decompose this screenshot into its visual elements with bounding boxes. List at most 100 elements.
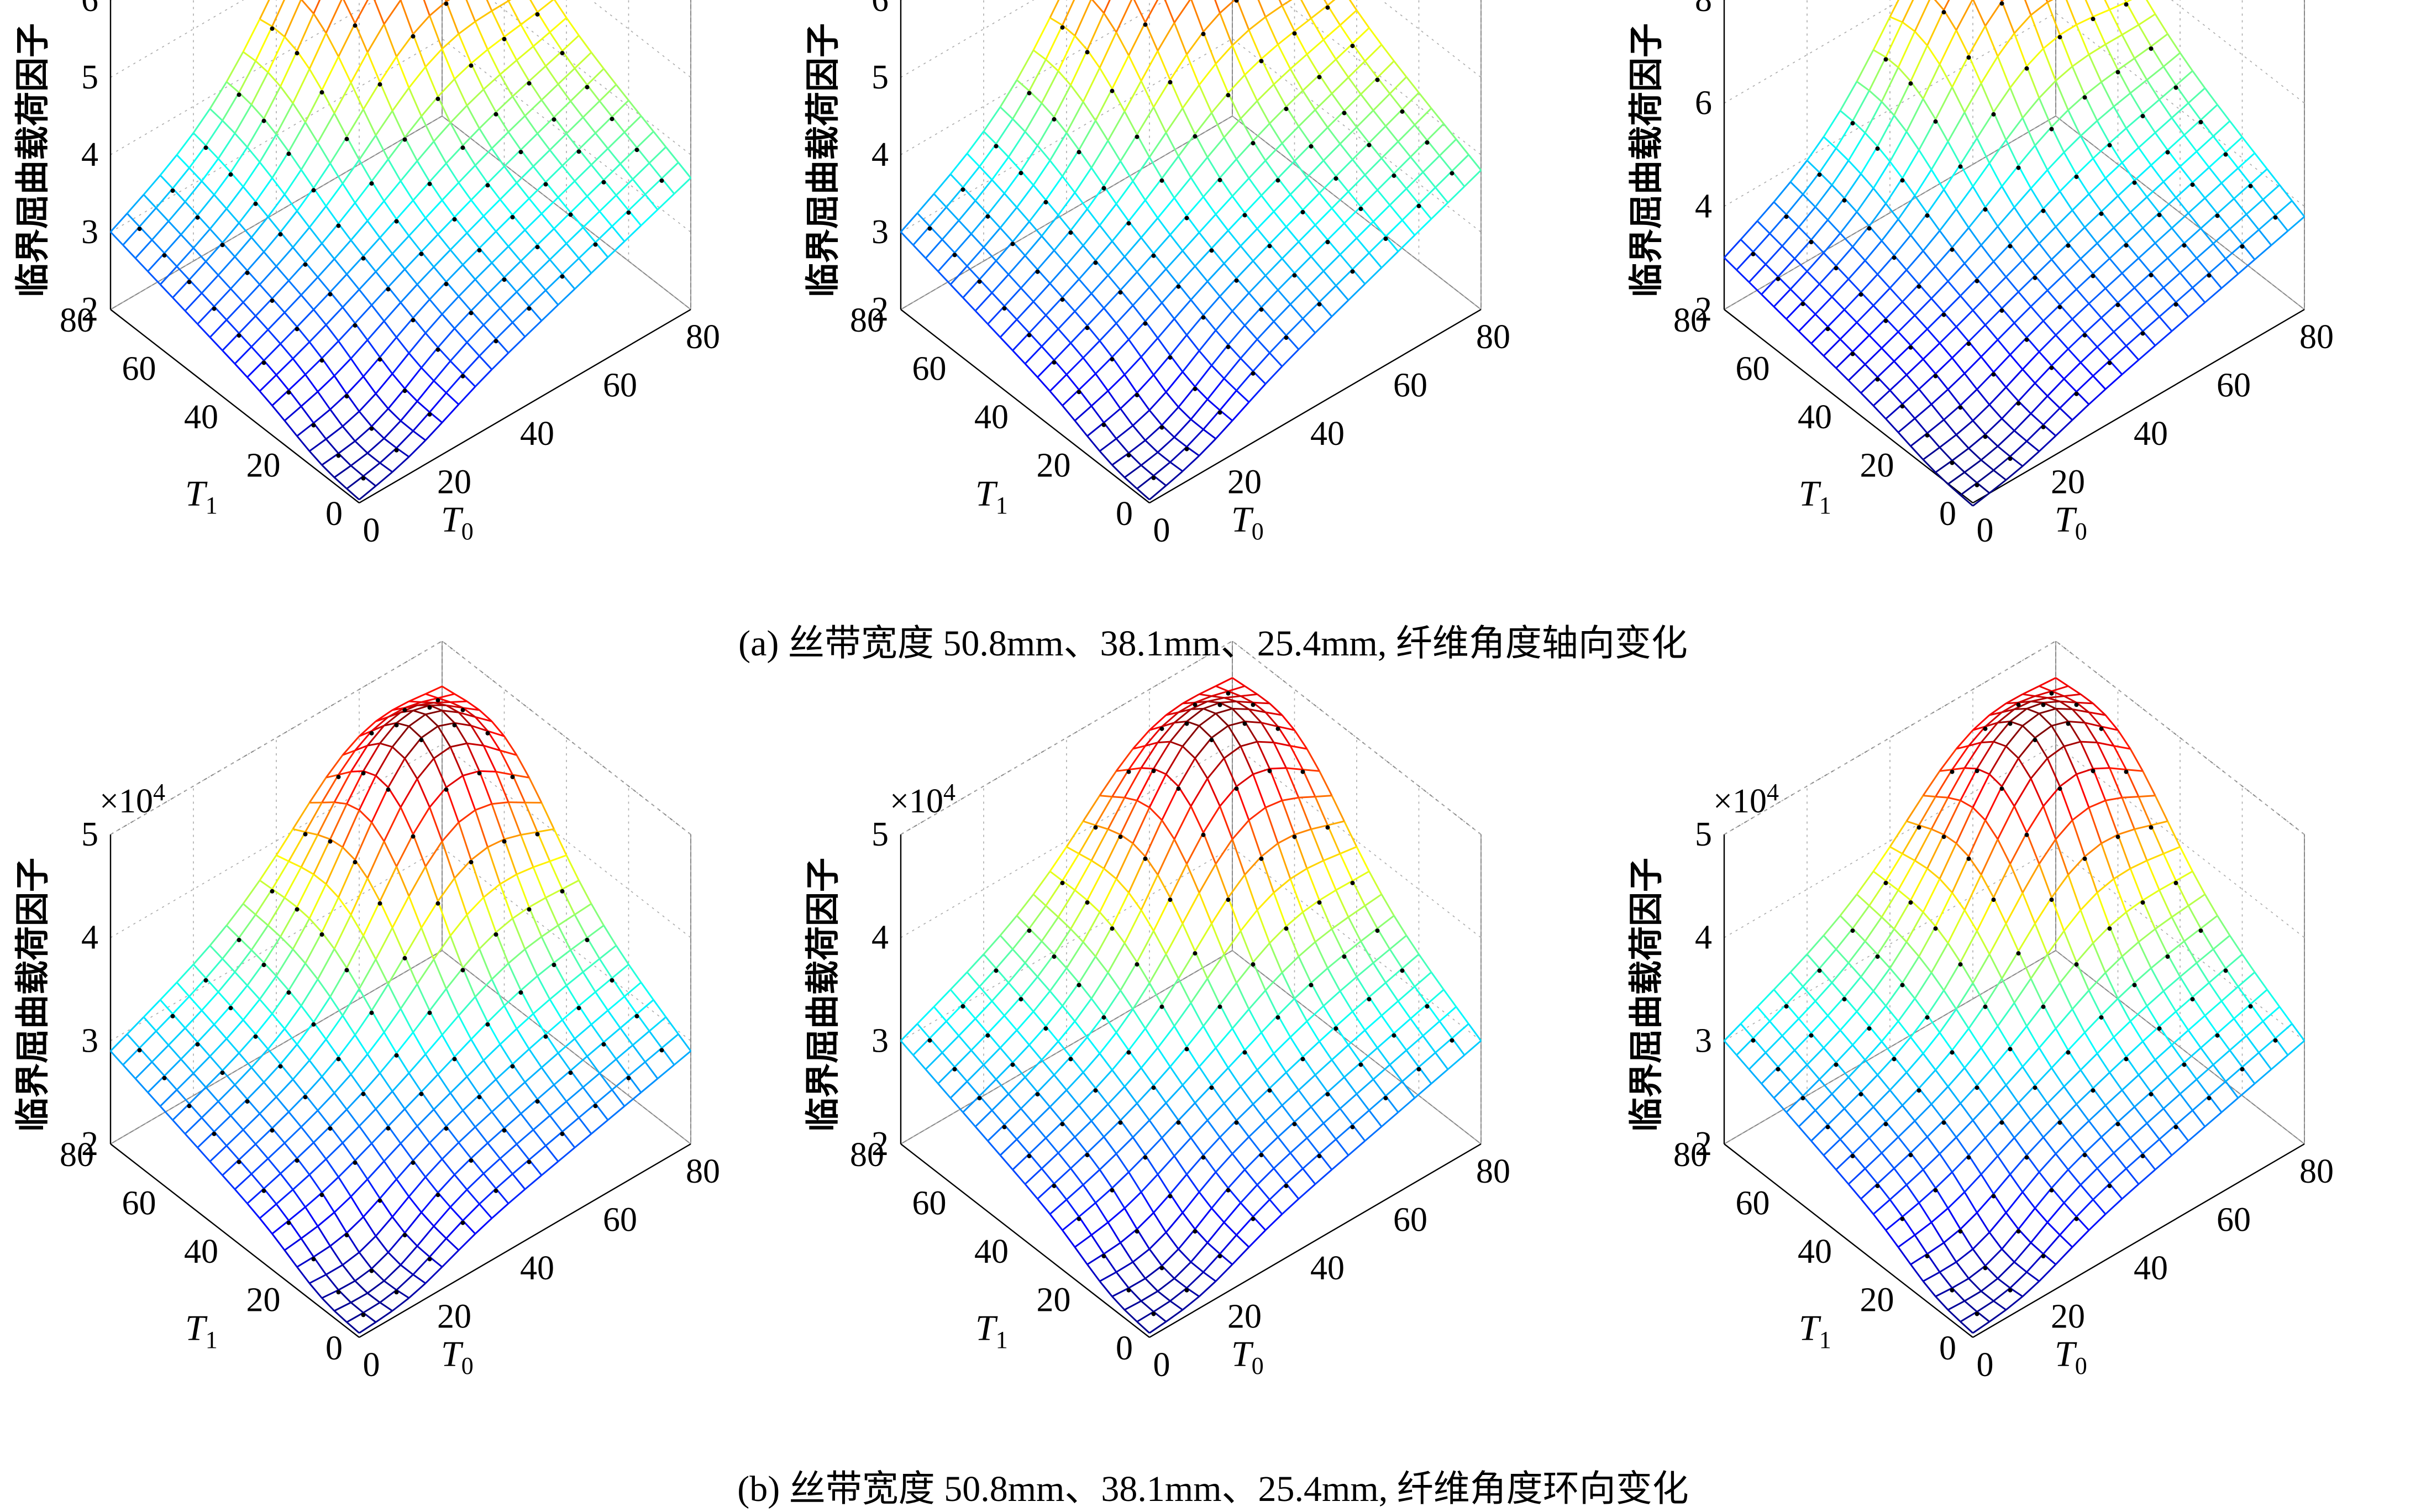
mesh-segment	[334, 465, 351, 479]
mesh-segment	[445, 1, 460, 34]
mesh-segment	[375, 373, 393, 395]
mesh-segment	[2233, 183, 2251, 200]
mesh-segment	[2134, 164, 2152, 181]
mesh-segment	[1343, 1077, 1358, 1095]
mesh-segment	[159, 981, 178, 1001]
sample-point	[1184, 1288, 1189, 1293]
mesh-segment	[1090, 1234, 1105, 1254]
mesh-segment	[296, 187, 314, 212]
mesh-segment	[408, 1196, 422, 1213]
mesh-segment	[416, 284, 430, 300]
mesh-segment	[243, 903, 256, 916]
mesh-segment	[366, 1053, 381, 1074]
mesh-segment	[1049, 17, 1063, 26]
mesh-segment	[1872, 405, 1887, 419]
sample-point	[137, 227, 142, 232]
mesh-segment	[1086, 307, 1105, 327]
mesh-segment	[359, 485, 376, 501]
mesh-segment	[495, 112, 510, 133]
mesh-segment	[1161, 711, 1179, 727]
mesh-segment	[350, 452, 368, 466]
mesh-segment	[2096, 243, 2110, 259]
mesh-segment	[1972, 309, 1986, 326]
mesh-segment	[1356, 127, 1370, 144]
mesh-segment	[974, 1000, 993, 1020]
mesh-segment	[1277, 843, 1291, 879]
mesh-segment	[1107, 390, 1121, 410]
mesh-segment	[1186, 54, 1200, 86]
mesh-segment	[275, 103, 294, 135]
mesh-segment	[1194, 695, 1212, 704]
mesh-segment	[1203, 296, 1221, 316]
mesh-segment	[974, 1126, 989, 1142]
sample-point	[460, 968, 465, 973]
mesh-segment	[1012, 350, 1026, 365]
mesh-segment	[1984, 25, 1999, 57]
mesh-segment	[379, 1052, 397, 1074]
mesh-segment	[209, 108, 223, 122]
mesh-segment	[259, 0, 270, 20]
mesh-segment	[2092, 375, 2107, 390]
y-tick-label: 80	[850, 1136, 884, 1174]
mesh-segment	[1343, 93, 1362, 112]
mesh-segment	[1988, 162, 2003, 187]
mesh-segment	[545, 1019, 563, 1035]
mesh-segment	[1219, 982, 1237, 1005]
mesh-segment	[2071, 303, 2090, 320]
mesh-segment	[574, 180, 588, 197]
mesh-segment	[1831, 278, 1850, 298]
sample-point	[394, 1290, 399, 1295]
mesh-segment	[595, 977, 613, 993]
mesh-segment	[1847, 160, 1862, 175]
mesh-segment	[458, 279, 476, 297]
sample-point	[270, 26, 275, 31]
mesh-segment	[1223, 1221, 1237, 1236]
mesh-segment	[325, 1038, 339, 1058]
mesh-segment	[2026, 320, 2044, 338]
sample-point	[303, 832, 308, 837]
mesh-segment	[644, 193, 659, 211]
mesh-segment	[1024, 962, 1038, 978]
mesh-segment	[2104, 177, 2119, 197]
mesh-segment	[159, 175, 174, 190]
mesh-segment	[346, 770, 364, 805]
mesh-segment	[147, 253, 165, 272]
sample-point	[237, 333, 241, 338]
mesh-segment	[366, 220, 381, 239]
mesh-segment	[1037, 1198, 1051, 1215]
mesh-segment	[271, 1013, 286, 1030]
mesh-segment	[1872, 305, 1887, 319]
sample-point	[1193, 702, 1198, 707]
mesh-segment	[1194, 1208, 1212, 1230]
mesh-segment	[1306, 177, 1320, 194]
mesh-segment	[2134, 45, 2152, 59]
mesh-segment	[1315, 928, 1332, 943]
mesh-segment	[962, 986, 980, 1005]
mesh-segment	[1980, 244, 1994, 262]
mesh-segment	[425, 710, 443, 716]
mesh-segment	[283, 193, 298, 212]
mesh-segment	[1198, 1191, 1212, 1209]
mesh-segment	[342, 1264, 356, 1282]
mesh-segment	[1065, 1072, 1084, 1091]
mesh-segment	[1173, 197, 1188, 217]
mesh-segment	[487, 293, 501, 309]
mesh-segment	[632, 162, 650, 180]
mesh-segment	[2018, 291, 2032, 307]
mesh-segment	[495, 917, 513, 933]
z-tick-label: 4	[81, 919, 98, 957]
mesh-segment	[1123, 767, 1142, 799]
mesh-segment	[1219, 702, 1233, 710]
mesh-segment	[234, 1084, 248, 1100]
sample-point	[1209, 1085, 1214, 1090]
mesh-segment	[1219, 786, 1237, 807]
mesh-segment	[1281, 241, 1300, 259]
mesh-segment	[1264, 365, 1283, 385]
mesh-segment	[1910, 234, 1924, 251]
mesh-segment	[912, 244, 927, 259]
mesh-segment	[280, 906, 298, 937]
mesh-segment	[329, 804, 348, 840]
mesh-segment	[1153, 80, 1171, 108]
mesh-segment	[304, 374, 319, 392]
